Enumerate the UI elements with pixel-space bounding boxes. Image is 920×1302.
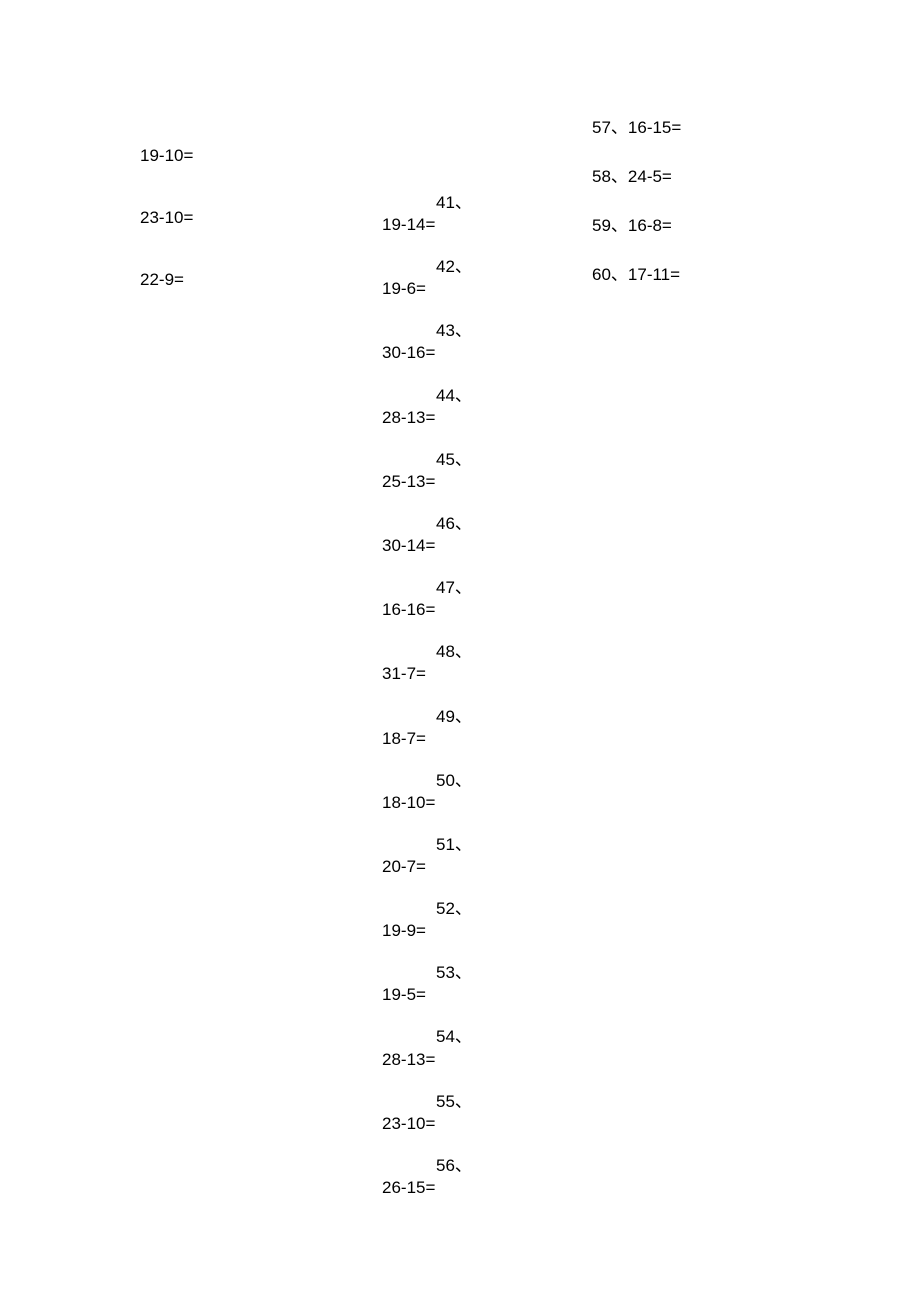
problem-item: 51、 20-7= — [382, 834, 472, 878]
column-1: 19-10= 23-10= 22-9= — [140, 146, 193, 332]
problem-item: 19-10= — [140, 146, 193, 166]
problem-number: 54、 — [382, 1026, 472, 1048]
problem-item: 41、 19-14= — [382, 192, 472, 236]
equation-text: 26-15= — [382, 1177, 472, 1199]
problem-item: 58、24-5= — [592, 162, 681, 187]
equation-text: 23-10= — [140, 208, 193, 227]
equation-text: 19-5= — [382, 984, 472, 1006]
problem-number: 56、 — [382, 1155, 472, 1177]
problem-item: 52、 19-9= — [382, 898, 472, 942]
equation-text: 30-16= — [382, 342, 472, 364]
equation-text: 28-13= — [382, 407, 472, 429]
problem-item: 50、 18-10= — [382, 770, 472, 814]
problem-number: 51、 — [382, 834, 472, 856]
problem-item: 60、17-11= — [592, 260, 681, 285]
equation-text: 19-6= — [382, 278, 472, 300]
problem-item: 49、 18-7= — [382, 706, 472, 750]
column-2: 41、 19-14= 42、 19-6= 43、 30-16= 44、 28-1… — [382, 192, 472, 1219]
problem-item: 43、 30-16= — [382, 320, 472, 364]
problem-item: 45、 25-13= — [382, 449, 472, 493]
problem-text: 60、17-11= — [592, 265, 680, 284]
problem-text: 57、16-15= — [592, 118, 681, 137]
equation-text: 20-7= — [382, 856, 472, 878]
equation-text: 16-16= — [382, 599, 472, 621]
problem-text: 59、16-8= — [592, 216, 672, 235]
problem-item: 59、16-8= — [592, 211, 681, 236]
equation-text: 31-7= — [382, 663, 472, 685]
problem-item: 53、 19-5= — [382, 962, 472, 1006]
equation-text: 19-10= — [140, 146, 193, 165]
equation-text: 19-14= — [382, 214, 472, 236]
equation-text: 18-10= — [382, 792, 472, 814]
problem-number: 50、 — [382, 770, 472, 792]
problem-item: 56、 26-15= — [382, 1155, 472, 1199]
problem-number: 52、 — [382, 898, 472, 920]
problem-number: 46、 — [382, 513, 472, 535]
equation-text: 18-7= — [382, 728, 472, 750]
problem-number: 44、 — [382, 385, 472, 407]
problem-item: 47、 16-16= — [382, 577, 472, 621]
problem-item: 44、 28-13= — [382, 385, 472, 429]
problem-number: 43、 — [382, 320, 472, 342]
problem-item: 23-10= — [140, 208, 193, 228]
problem-number: 41、 — [382, 192, 472, 214]
problem-item: 57、16-15= — [592, 113, 681, 138]
equation-text: 28-13= — [382, 1049, 472, 1071]
problem-number: 49、 — [382, 706, 472, 728]
equation-text: 22-9= — [140, 270, 184, 289]
problem-item: 22-9= — [140, 270, 193, 290]
problem-number: 48、 — [382, 641, 472, 663]
problem-number: 45、 — [382, 449, 472, 471]
column-3: 57、16-15= 58、24-5= 59、16-8= 60、17-11= — [592, 113, 681, 309]
equation-text: 30-14= — [382, 535, 472, 557]
problem-text: 58、24-5= — [592, 167, 672, 186]
problem-item: 46、 30-14= — [382, 513, 472, 557]
problem-number: 55、 — [382, 1091, 472, 1113]
problem-item: 55、 23-10= — [382, 1091, 472, 1135]
problem-number: 47、 — [382, 577, 472, 599]
equation-text: 25-13= — [382, 471, 472, 493]
problem-number: 53、 — [382, 962, 472, 984]
problem-item: 54、 28-13= — [382, 1026, 472, 1070]
problem-number: 42、 — [382, 256, 472, 278]
equation-text: 23-10= — [382, 1113, 472, 1135]
problem-item: 48、 31-7= — [382, 641, 472, 685]
problem-item: 42、 19-6= — [382, 256, 472, 300]
equation-text: 19-9= — [382, 920, 472, 942]
